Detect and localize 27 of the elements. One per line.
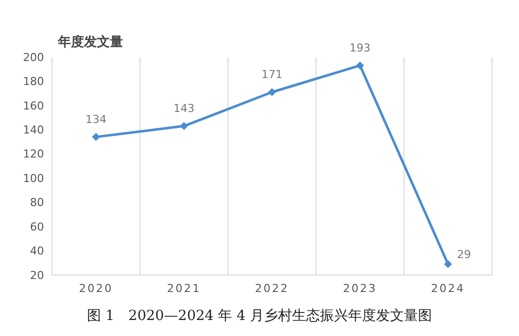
y-tick-label: 20 bbox=[30, 268, 44, 282]
y-tick-label: 160 bbox=[23, 99, 44, 112]
point bbox=[268, 88, 276, 96]
x-tick-label: 2020 bbox=[79, 282, 113, 295]
point bbox=[180, 122, 188, 130]
point bbox=[444, 260, 452, 268]
data-label: 29 bbox=[457, 248, 471, 262]
y-tick-label: 180 bbox=[23, 75, 44, 88]
data-label: 171 bbox=[262, 68, 282, 82]
y-axis-title: 年度发文量 bbox=[57, 34, 123, 50]
y-tick-label: 60 bbox=[30, 220, 44, 234]
y-tick-label: 100 bbox=[23, 172, 44, 185]
y-tick-label: 40 bbox=[30, 244, 44, 258]
point bbox=[356, 61, 364, 70]
data-label: 143 bbox=[174, 102, 194, 116]
text: 图 1 2020—2024 年 4 月乡村生态振兴年度发文量图 bbox=[87, 308, 432, 324]
y-tick-label: 120 bbox=[23, 148, 44, 161]
x-tick-label: 2022 bbox=[255, 282, 289, 295]
y-tick-label: 140 bbox=[23, 124, 44, 137]
x-tick-label: 2021 bbox=[167, 282, 201, 295]
x-tick-label: 2023 bbox=[343, 282, 377, 295]
point bbox=[92, 132, 100, 141]
x-tick-label: 2024 bbox=[431, 282, 465, 295]
y-tick-label: 200 bbox=[23, 50, 44, 64]
data-label: 193 bbox=[350, 41, 370, 54]
y-tick-label: 80 bbox=[30, 196, 44, 210]
data-label: 134 bbox=[86, 112, 106, 126]
